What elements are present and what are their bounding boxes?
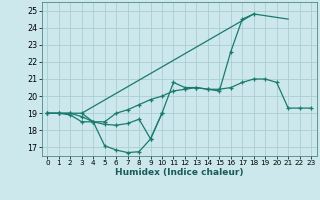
X-axis label: Humidex (Indice chaleur): Humidex (Indice chaleur)	[115, 168, 244, 177]
